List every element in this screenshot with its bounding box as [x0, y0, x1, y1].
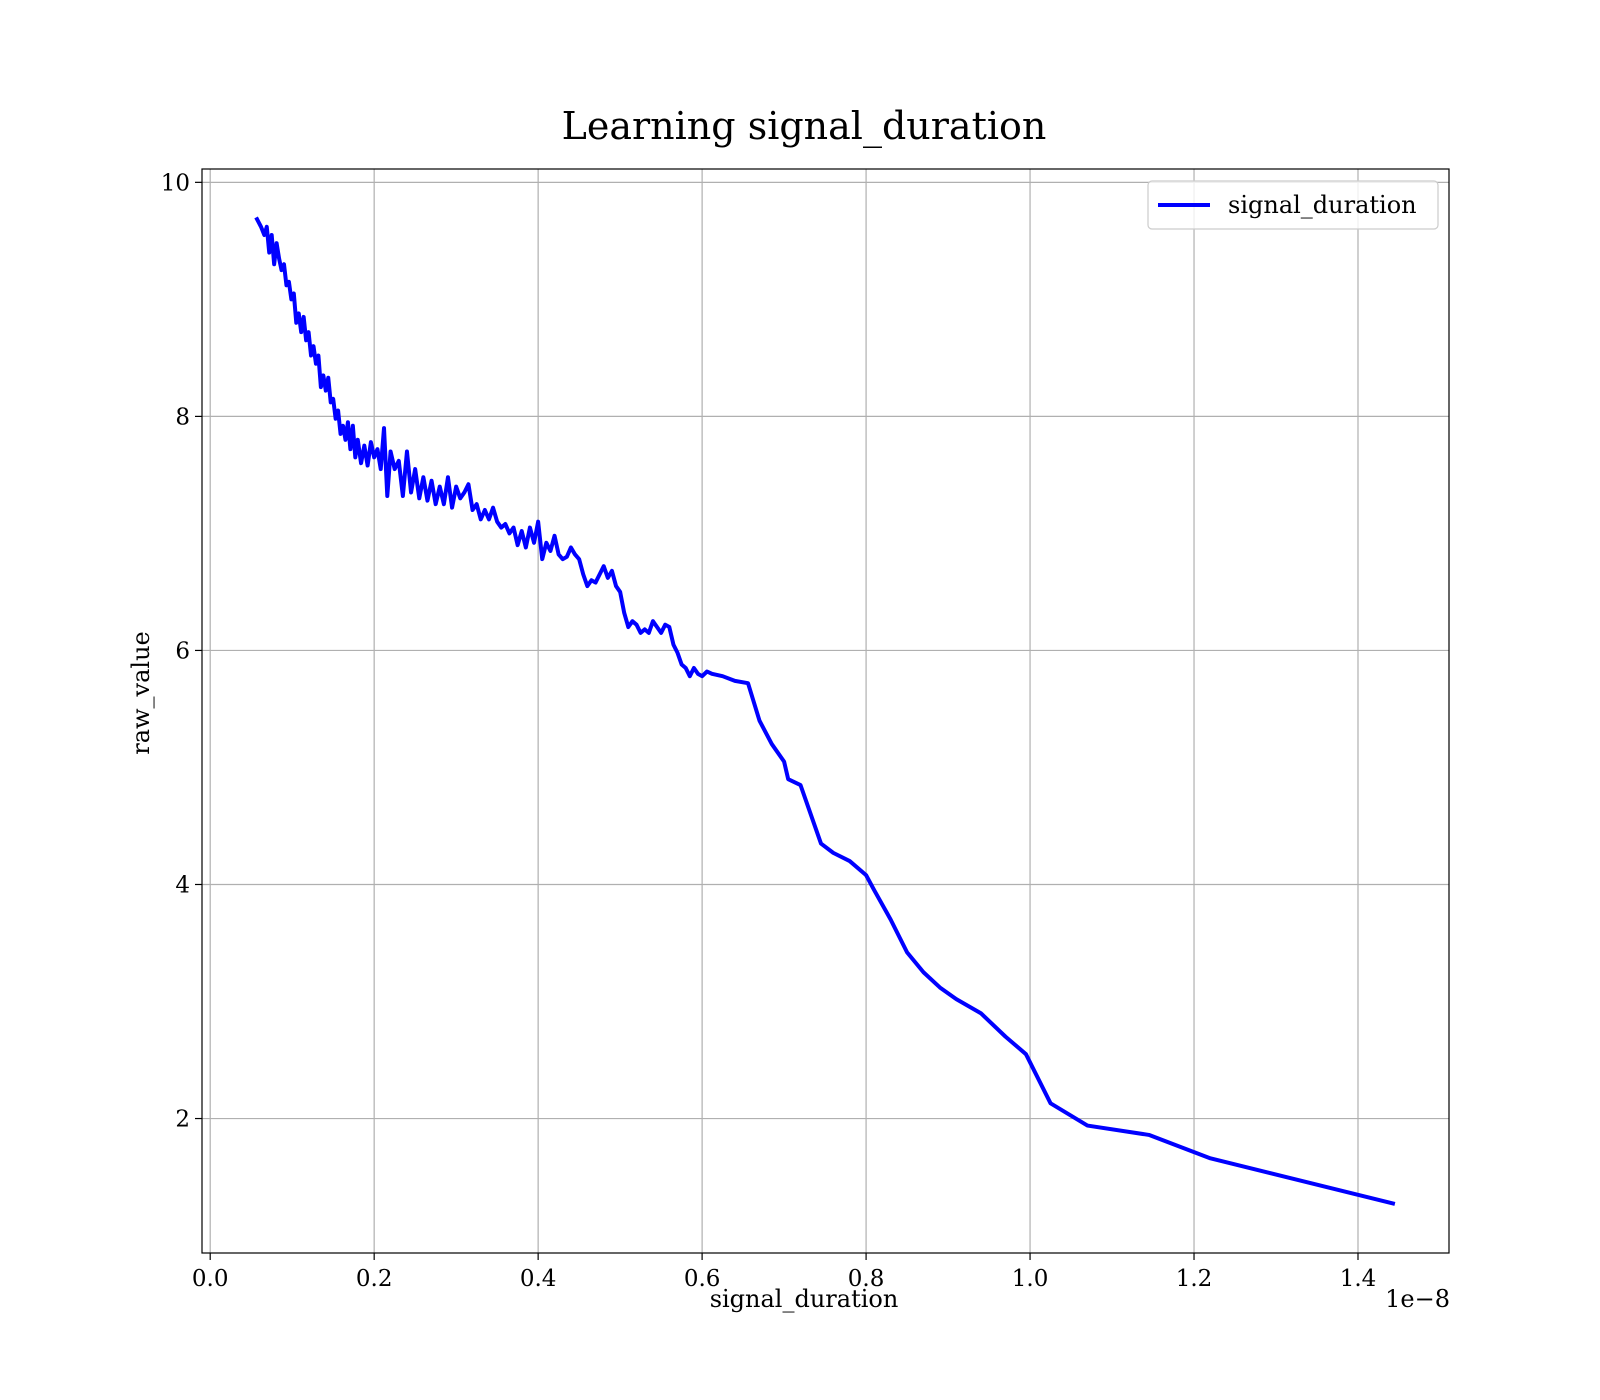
legend-box: [1147, 180, 1439, 230]
data-line: [254, 216, 1396, 1206]
y-tick-label: 4: [175, 872, 190, 898]
y-tick-label: 6: [175, 638, 190, 664]
x-tick-label: 0.2: [356, 1266, 393, 1292]
chart-title: Learning signal_duration: [562, 104, 1047, 149]
x-axis-label: signal_duration: [710, 1285, 899, 1313]
x-tick-label: 0.6: [684, 1266, 721, 1292]
y-tick-label: 10: [161, 170, 190, 196]
x-tick-label: 0.0: [192, 1266, 229, 1292]
y-axis-label: raw_value: [127, 631, 155, 755]
x-tick-label: 1.0: [1012, 1266, 1049, 1292]
y-tick-label: 8: [175, 404, 190, 430]
x-tick-label: 0.8: [848, 1266, 885, 1292]
axes-frame: [201, 168, 1450, 1254]
x-offset-label: 1e−8: [1385, 1285, 1450, 1313]
y-tick-label: 2: [175, 1107, 190, 1133]
x-tick-label: 1.4: [1340, 1266, 1377, 1292]
x-tick-label: 1.2: [1176, 1266, 1213, 1292]
x-tick-label: 0.4: [520, 1266, 557, 1292]
legend-label: signal_duration: [1228, 191, 1417, 219]
